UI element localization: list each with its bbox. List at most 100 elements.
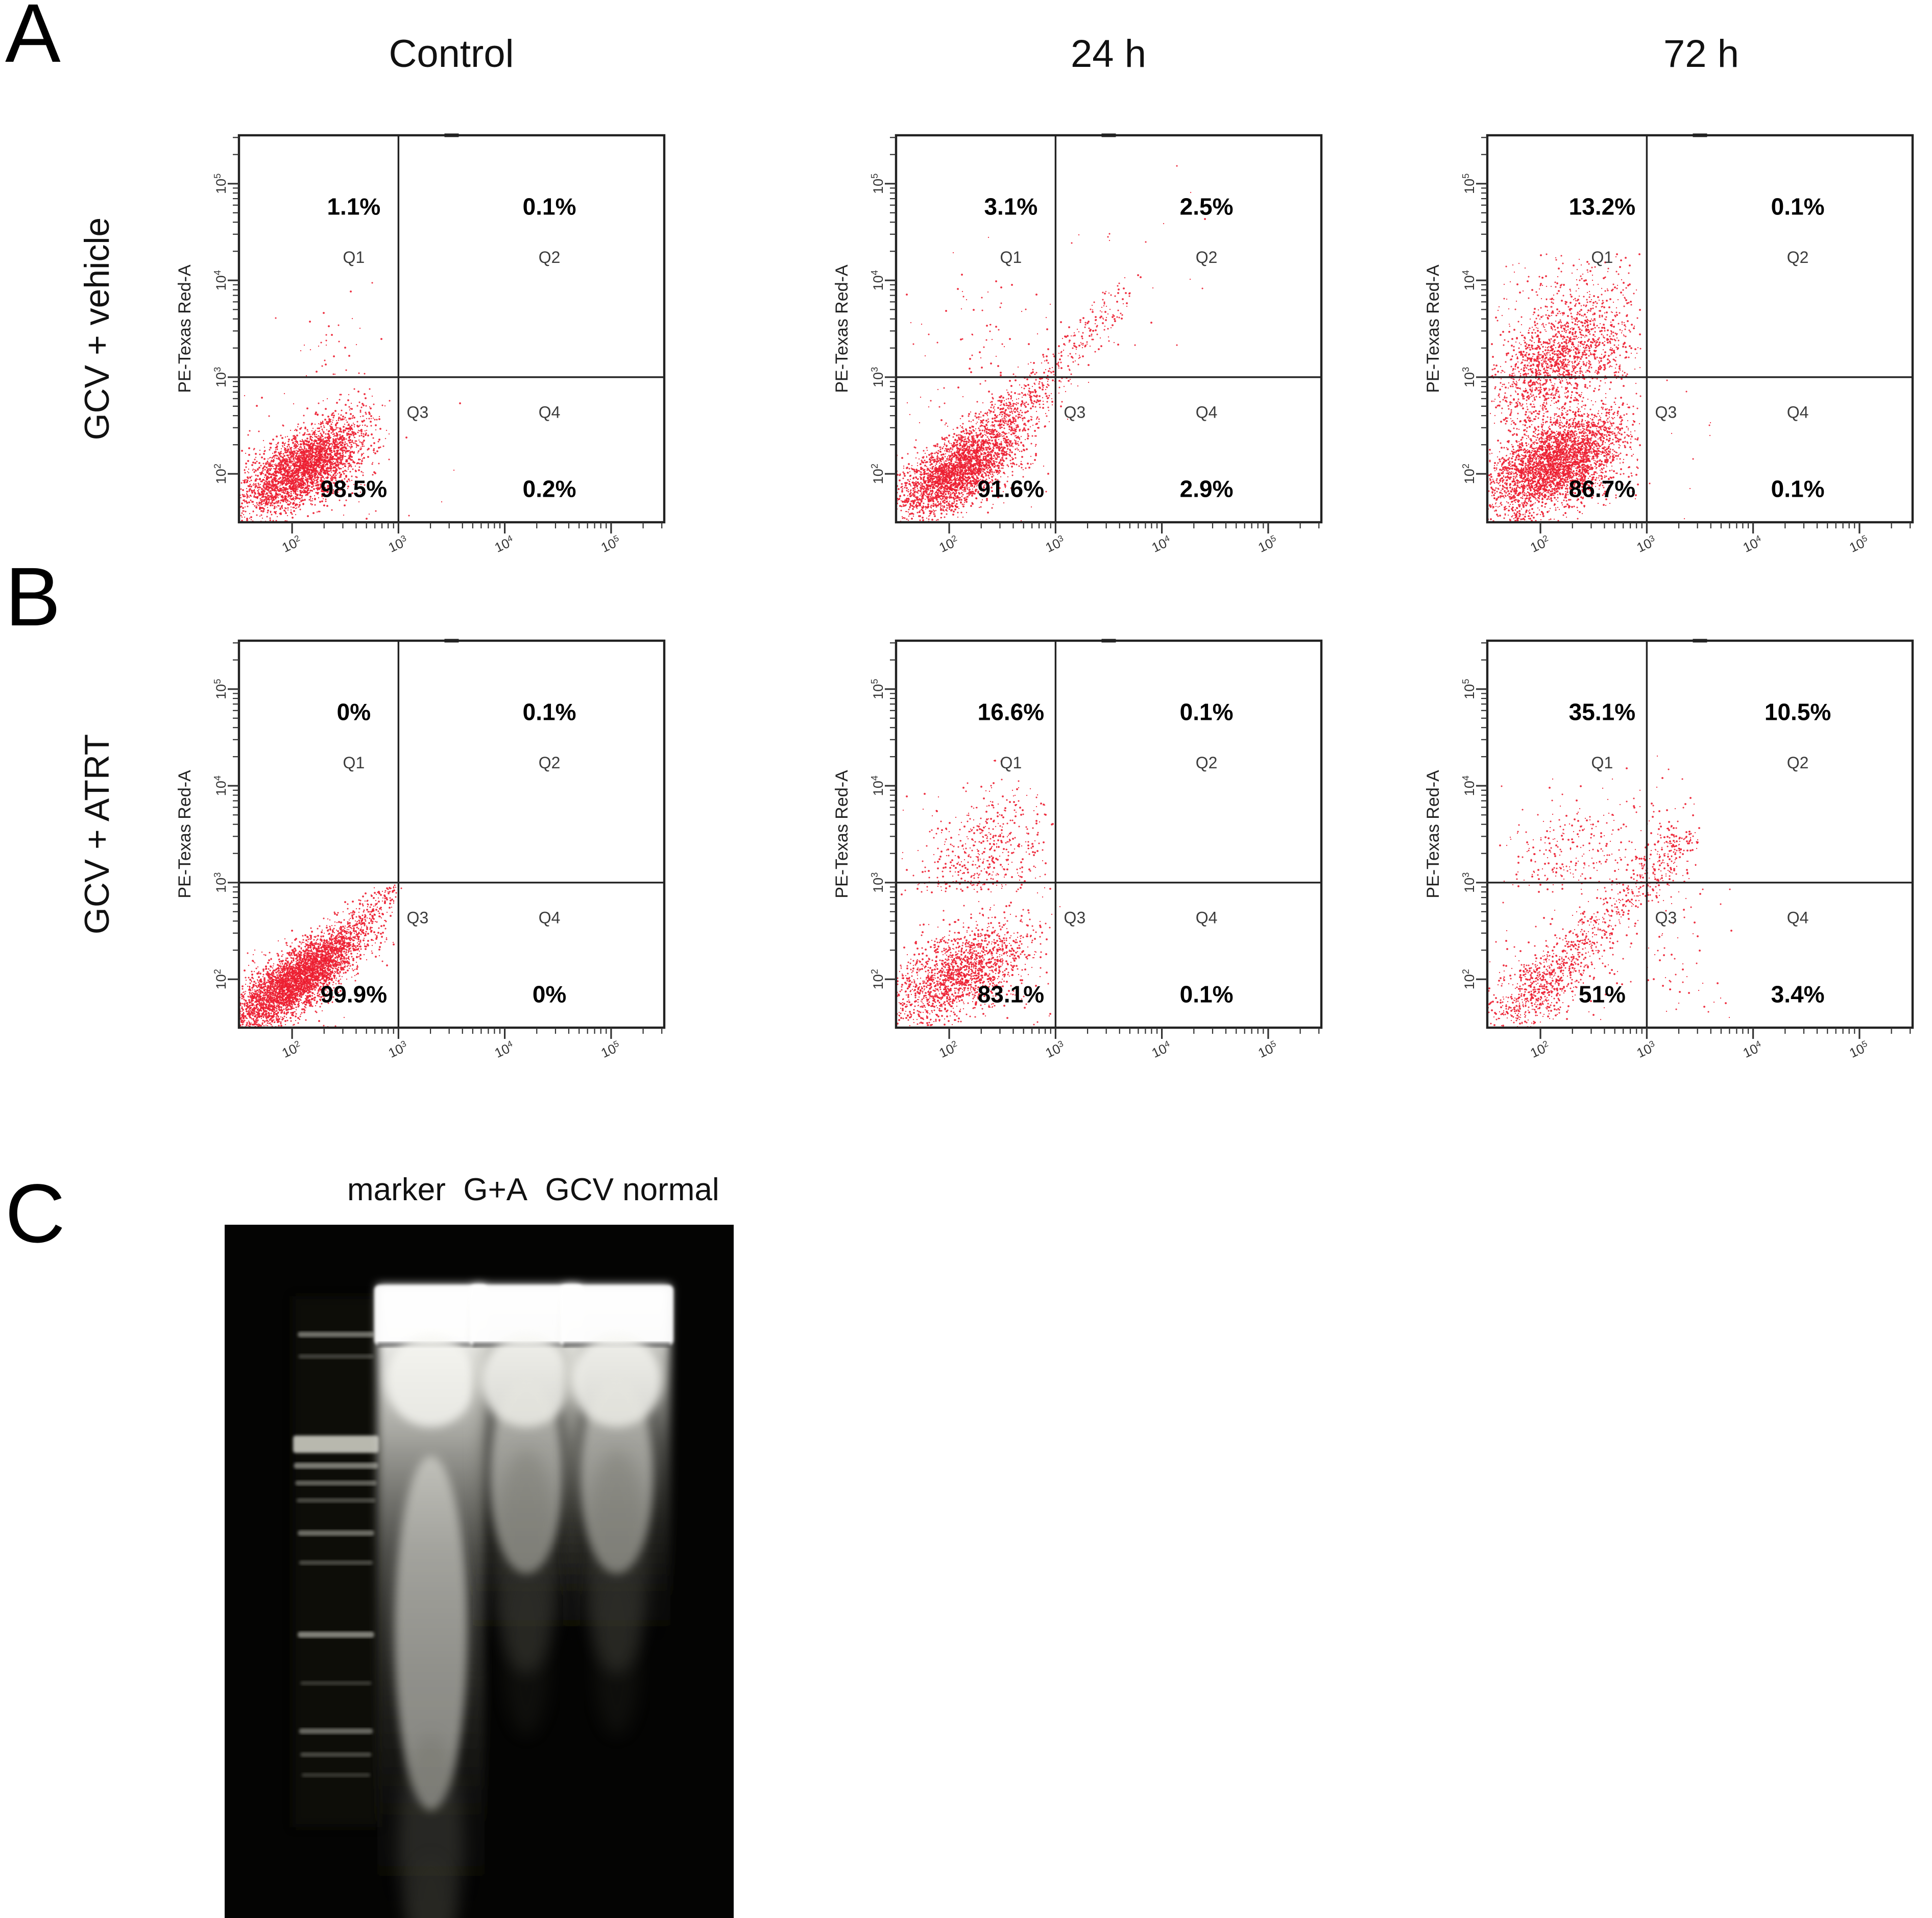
svg-text:0.1%: 0.1% (523, 698, 576, 725)
svg-text:105: 105 (212, 679, 229, 699)
svg-text:102: 102 (1528, 1038, 1552, 1061)
svg-text:103: 103 (870, 872, 886, 893)
svg-text:104: 104 (212, 775, 229, 796)
svg-text:105: 105 (1847, 533, 1871, 555)
svg-text:Q4: Q4 (539, 908, 561, 927)
svg-text:102: 102 (212, 464, 229, 484)
svg-text:103: 103 (1461, 367, 1477, 387)
svg-text:104: 104 (1149, 533, 1174, 555)
svg-text:51%: 51% (1579, 981, 1626, 1008)
svg-text:102: 102 (279, 1038, 304, 1061)
svg-text:104: 104 (212, 270, 229, 290)
svg-text:103: 103 (1043, 533, 1068, 555)
svg-text:104: 104 (870, 775, 886, 796)
svg-text:102: 102 (936, 1038, 961, 1061)
svg-text:Q1: Q1 (1000, 754, 1022, 772)
svg-text:103: 103 (212, 872, 229, 893)
svg-text:Q1: Q1 (343, 754, 365, 772)
svg-text:102: 102 (870, 969, 886, 989)
svg-text:104: 104 (1741, 1038, 1765, 1061)
svg-text:0.1%: 0.1% (1771, 193, 1825, 220)
svg-text:86.7%: 86.7% (1569, 476, 1635, 502)
svg-text:102: 102 (212, 969, 229, 989)
svg-text:105: 105 (1461, 174, 1477, 194)
svg-text:102: 102 (1528, 533, 1552, 555)
svg-text:Q4: Q4 (1196, 908, 1218, 927)
svg-text:2.9%: 2.9% (1180, 476, 1234, 502)
svg-text:104: 104 (870, 270, 886, 290)
svg-text:Q1: Q1 (1591, 754, 1613, 772)
svg-text:3.4%: 3.4% (1771, 981, 1825, 1008)
svg-text:105: 105 (870, 679, 886, 699)
svg-text:PE-Texas Red-A: PE-Texas Red-A (1423, 770, 1443, 899)
svg-text:99.9%: 99.9% (321, 981, 387, 1008)
svg-text:0.1%: 0.1% (1771, 476, 1825, 502)
svg-text:105: 105 (1255, 1038, 1280, 1061)
svg-text:Q4: Q4 (1787, 908, 1809, 927)
svg-text:Q2: Q2 (539, 754, 561, 772)
svg-text:0.1%: 0.1% (1180, 981, 1234, 1008)
svg-text:Q3: Q3 (1064, 403, 1086, 421)
svg-text:2.5%: 2.5% (1180, 193, 1234, 220)
svg-text:91.6%: 91.6% (978, 476, 1044, 502)
svg-text:Q2: Q2 (1196, 248, 1218, 266)
svg-text:Q2: Q2 (539, 248, 561, 266)
svg-text:Q3: Q3 (1064, 908, 1086, 927)
svg-text:103: 103 (386, 1038, 410, 1061)
svg-text:104: 104 (1149, 1038, 1174, 1061)
svg-text:103: 103 (1461, 872, 1477, 893)
svg-text:105: 105 (212, 174, 229, 194)
svg-text:105: 105 (870, 174, 886, 194)
svg-text:Q3: Q3 (407, 403, 429, 421)
svg-text:1.1%: 1.1% (327, 193, 380, 220)
svg-text:35.1%: 35.1% (1569, 698, 1635, 725)
svg-text:PE-Texas Red-A: PE-Texas Red-A (832, 770, 852, 899)
svg-text:0.1%: 0.1% (523, 193, 576, 220)
svg-text:104: 104 (492, 1038, 517, 1061)
svg-text:103: 103 (212, 367, 229, 387)
svg-text:0%: 0% (533, 981, 566, 1008)
svg-text:102: 102 (870, 464, 886, 484)
svg-text:Q3: Q3 (407, 908, 429, 927)
svg-text:102: 102 (279, 533, 304, 555)
svg-text:83.1%: 83.1% (978, 981, 1044, 1008)
svg-text:105: 105 (1255, 533, 1280, 555)
svg-text:PE-Texas Red-A: PE-Texas Red-A (1423, 264, 1443, 393)
svg-text:104: 104 (1461, 775, 1477, 796)
svg-text:Q3: Q3 (1655, 403, 1677, 421)
svg-text:0.2%: 0.2% (523, 476, 576, 502)
svg-text:13.2%: 13.2% (1569, 193, 1635, 220)
svg-text:Q3: Q3 (1655, 908, 1677, 927)
svg-text:Q4: Q4 (539, 403, 561, 421)
svg-text:16.6%: 16.6% (978, 698, 1044, 725)
svg-text:102: 102 (936, 533, 961, 555)
svg-text:102: 102 (1461, 969, 1477, 989)
svg-text:103: 103 (870, 367, 886, 387)
svg-text:Q1: Q1 (1591, 248, 1613, 266)
svg-text:105: 105 (598, 533, 623, 555)
svg-text:104: 104 (492, 533, 517, 555)
svg-text:103: 103 (1634, 533, 1659, 555)
svg-text:104: 104 (1741, 533, 1765, 555)
svg-text:105: 105 (598, 1038, 623, 1061)
svg-text:103: 103 (1634, 1038, 1659, 1061)
svg-text:Q2: Q2 (1787, 754, 1809, 772)
svg-text:3.1%: 3.1% (984, 193, 1037, 220)
svg-text:103: 103 (1043, 1038, 1068, 1061)
svg-text:Q2: Q2 (1787, 248, 1809, 266)
svg-text:0%: 0% (337, 698, 371, 725)
svg-text:Q1: Q1 (1000, 248, 1022, 266)
svg-text:0.1%: 0.1% (1180, 698, 1234, 725)
svg-text:98.5%: 98.5% (321, 476, 387, 502)
svg-text:102: 102 (1461, 464, 1477, 484)
svg-text:Q4: Q4 (1787, 403, 1809, 421)
svg-text:103: 103 (386, 533, 410, 555)
svg-text:104: 104 (1461, 270, 1477, 290)
svg-text:105: 105 (1461, 679, 1477, 699)
svg-text:Q1: Q1 (343, 248, 365, 266)
svg-text:PE-Texas Red-A: PE-Texas Red-A (832, 264, 852, 393)
svg-text:105: 105 (1847, 1038, 1871, 1061)
svg-text:Q4: Q4 (1196, 403, 1218, 421)
svg-text:Q2: Q2 (1196, 754, 1218, 772)
svg-text:PE-Texas Red-A: PE-Texas Red-A (175, 264, 195, 393)
